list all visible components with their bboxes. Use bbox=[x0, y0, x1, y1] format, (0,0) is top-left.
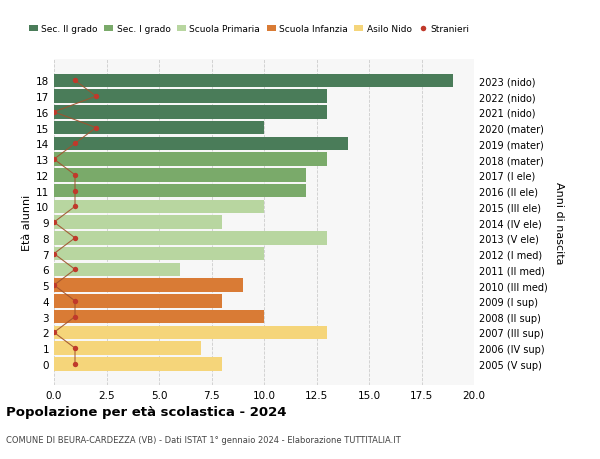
Point bbox=[49, 109, 59, 116]
Point bbox=[70, 266, 80, 274]
Bar bbox=[54, 185, 306, 198]
Point bbox=[91, 125, 101, 132]
Bar bbox=[54, 263, 180, 276]
Bar bbox=[54, 247, 264, 261]
Bar bbox=[54, 153, 327, 167]
Bar bbox=[54, 341, 201, 355]
Text: COMUNE DI BEURA-CARDEZZA (VB) - Dati ISTAT 1° gennaio 2024 - Elaborazione TUTTIT: COMUNE DI BEURA-CARDEZZA (VB) - Dati IST… bbox=[6, 435, 401, 443]
Point bbox=[91, 93, 101, 101]
Y-axis label: Anni di nascita: Anni di nascita bbox=[554, 181, 564, 264]
Bar bbox=[54, 326, 327, 339]
Point bbox=[70, 140, 80, 148]
Bar bbox=[54, 295, 222, 308]
Bar bbox=[54, 74, 453, 88]
Bar bbox=[54, 232, 327, 245]
Point bbox=[70, 345, 80, 352]
Point bbox=[70, 235, 80, 242]
Point bbox=[70, 188, 80, 195]
Point bbox=[70, 78, 80, 85]
Bar bbox=[54, 169, 306, 182]
Point bbox=[70, 313, 80, 320]
Point bbox=[70, 172, 80, 179]
Point bbox=[70, 297, 80, 305]
Bar bbox=[54, 279, 243, 292]
Bar bbox=[54, 310, 264, 324]
Bar bbox=[54, 122, 264, 135]
Point bbox=[70, 203, 80, 211]
Bar bbox=[54, 216, 222, 230]
Point bbox=[49, 156, 59, 163]
Bar bbox=[54, 200, 264, 213]
Point bbox=[49, 282, 59, 289]
Point bbox=[49, 329, 59, 336]
Bar bbox=[54, 137, 348, 151]
Point bbox=[49, 219, 59, 226]
Point bbox=[70, 360, 80, 368]
Bar bbox=[54, 106, 327, 119]
Bar bbox=[54, 90, 327, 104]
Legend: Sec. II grado, Sec. I grado, Scuola Primaria, Scuola Infanzia, Asilo Nido, Stran: Sec. II grado, Sec. I grado, Scuola Prim… bbox=[25, 22, 473, 38]
Point bbox=[49, 250, 59, 257]
Bar bbox=[54, 358, 222, 371]
Y-axis label: Età alunni: Età alunni bbox=[22, 195, 32, 251]
Text: Popolazione per età scolastica - 2024: Popolazione per età scolastica - 2024 bbox=[6, 405, 287, 419]
